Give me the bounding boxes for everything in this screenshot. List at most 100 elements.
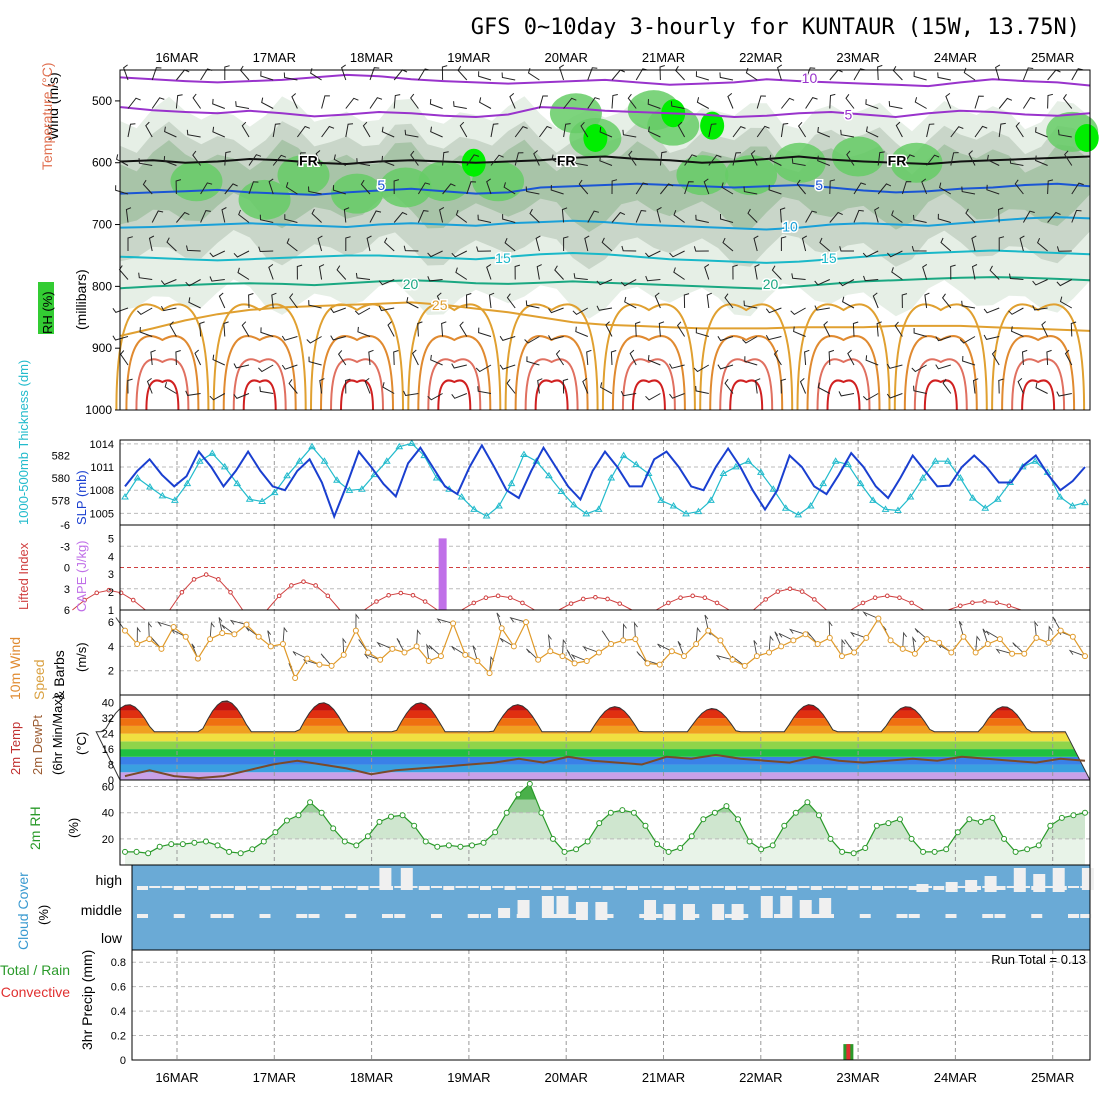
wind-barb xyxy=(548,335,564,341)
thickness-line-point xyxy=(594,505,603,512)
wind-barb xyxy=(829,179,836,195)
thickness-line-point xyxy=(1056,493,1064,500)
cloud-mid-sliver xyxy=(602,914,614,918)
lifted-index-point xyxy=(313,583,318,588)
wind-barb xyxy=(248,293,254,309)
wind10m-barb xyxy=(1068,649,1086,657)
date-label-top: 20MAR xyxy=(545,50,588,65)
wind-barb xyxy=(404,129,419,138)
rh2m-line-point xyxy=(989,814,996,821)
rh-saturated-blob xyxy=(700,111,725,140)
rh2m-line-point xyxy=(596,820,603,827)
thickness-line-point xyxy=(557,487,566,494)
rh2m-line-point xyxy=(295,812,302,819)
wind10m-speed-line-point xyxy=(194,655,201,662)
wind-barb xyxy=(537,378,543,394)
wind-barb xyxy=(296,125,310,138)
thickness-line-point xyxy=(931,457,940,464)
thermal-isotherm xyxy=(806,335,881,411)
wind-barb xyxy=(233,250,250,258)
y-tick-label: 800 xyxy=(92,279,112,293)
thermal-isotherm xyxy=(709,335,784,411)
wind10m-barb xyxy=(157,621,174,628)
cloud-layer-label: low xyxy=(101,930,123,946)
rh-moist-blob xyxy=(238,179,291,220)
wind10m-speed-line-point xyxy=(996,636,1003,643)
isotherm-line xyxy=(120,301,1090,337)
wind10m-barb xyxy=(229,619,247,626)
thickness-line-point xyxy=(806,502,815,509)
cape-tick-label: 5 xyxy=(108,533,114,545)
thermal-isotherm xyxy=(1011,358,1066,411)
rh2m-line-point xyxy=(1012,848,1019,855)
rh2m-line-point xyxy=(272,829,279,836)
wind-barb xyxy=(937,213,951,223)
isotherm-label: 5 xyxy=(377,177,385,193)
wind-barb xyxy=(983,307,1000,314)
wind-barb xyxy=(223,321,229,337)
wind-barb xyxy=(562,378,569,394)
wind10m-speed-line-point xyxy=(911,650,918,657)
cloud-high-sliver xyxy=(798,886,810,888)
wind-barb xyxy=(747,208,758,223)
wind10m-speed-line-point xyxy=(328,662,335,669)
wind-barb xyxy=(490,123,499,138)
rh2m-line-point xyxy=(445,842,452,849)
precip-tick-label: 0.2 xyxy=(111,1031,126,1043)
wind-barb xyxy=(209,276,225,282)
wind-barb xyxy=(160,305,177,312)
wind-barb xyxy=(1022,97,1036,109)
wind-barb xyxy=(281,364,298,370)
wind-barb xyxy=(669,250,685,258)
wind-barb xyxy=(839,246,854,252)
wind-barb xyxy=(563,123,571,138)
wind10m-speed-line-point xyxy=(486,670,493,677)
wind-barb xyxy=(439,206,445,223)
wind10m-barb xyxy=(982,628,989,645)
wind-barb xyxy=(1064,150,1073,166)
wind-barb xyxy=(209,250,226,258)
wind10m-speed-line-point xyxy=(936,639,943,646)
lifted-index-point xyxy=(775,589,781,594)
wind-barb xyxy=(724,293,734,309)
cloud-high-sliver xyxy=(651,886,663,888)
wind-barb xyxy=(486,263,492,280)
rh2m-line-point xyxy=(145,850,152,857)
wind-barb xyxy=(804,349,810,366)
lifted-index-point xyxy=(666,600,671,606)
temp-tick-label: 40 xyxy=(102,698,114,710)
wind-barb xyxy=(601,237,613,252)
temp-color-band xyxy=(120,733,1090,742)
wind-barb xyxy=(146,377,153,394)
temp-color-band xyxy=(120,718,1090,726)
wind-barb xyxy=(417,210,429,223)
wind-barb xyxy=(538,125,552,138)
wind-barb xyxy=(937,72,951,81)
temp-color-band xyxy=(120,749,1090,757)
wind-barb xyxy=(974,125,988,138)
cloud-high-sliver xyxy=(259,886,271,890)
wind-barb xyxy=(410,93,419,109)
wind-barb xyxy=(765,334,782,341)
wind-barb xyxy=(212,98,225,109)
isotherm-label: 5 xyxy=(844,107,852,123)
wind-barb xyxy=(959,336,976,344)
rh2m-line-point xyxy=(237,850,244,857)
wind-barb xyxy=(584,235,590,252)
wind-barb xyxy=(337,350,347,366)
cloud-patch xyxy=(760,896,773,918)
thickness-line-point xyxy=(407,439,416,446)
wind10m-barb xyxy=(958,621,964,637)
wind-barb xyxy=(887,250,903,258)
date-label-bottom: 17MAR xyxy=(253,1070,296,1085)
rh2m-line-point xyxy=(781,822,788,829)
lifted-index-point xyxy=(94,590,100,596)
wind-barb xyxy=(212,126,226,138)
cloud-high-sliver xyxy=(467,886,479,888)
thickness-line-point xyxy=(208,449,217,456)
wind-barb xyxy=(453,101,467,109)
wind10m-speed-line-point xyxy=(547,648,554,655)
wind-barb xyxy=(466,181,477,195)
wind10m-speed-line-point xyxy=(377,656,384,663)
cloud-patch xyxy=(1081,868,1094,890)
